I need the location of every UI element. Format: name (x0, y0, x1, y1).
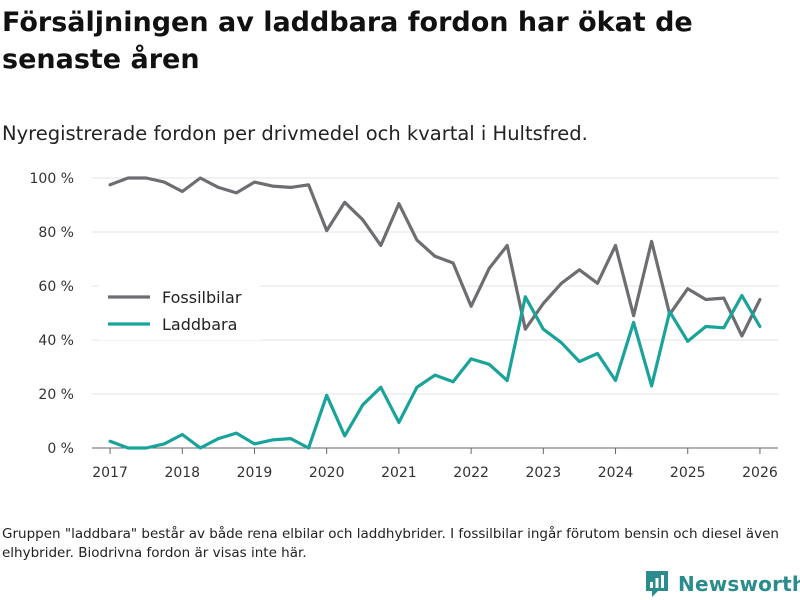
x-tick-label: 2020 (309, 465, 345, 481)
chart-title: Försäljningen av laddbara fordon har öka… (2, 7, 693, 75)
x-tick-label: 2018 (164, 465, 200, 481)
newsworthy-wordmark: Newsworthy (678, 572, 800, 596)
y-tick-label: 100 % (30, 171, 74, 187)
x-tick-label: 2025 (670, 465, 706, 481)
y-tick-label: 40 % (38, 333, 74, 349)
y-tick-label: 0 % (47, 441, 74, 457)
series-line-laddbara (108, 293, 762, 450)
legend-label-laddbara: Laddbara (162, 315, 237, 334)
legend-background (98, 278, 260, 340)
chart-subtitle: Nyregistrerade fordon per drivmedel och … (2, 122, 588, 145)
series-line-fossilbilar (108, 176, 762, 338)
y-tick-label: 20 % (38, 387, 74, 403)
x-tick-label: 2023 (525, 465, 561, 481)
newsworthy-logo-icon (646, 571, 668, 597)
footnote: Gruppen "laddbara" består av både rena e… (2, 526, 779, 561)
x-tick-label: 2019 (237, 465, 273, 481)
x-tick-label: 2021 (381, 465, 417, 481)
series-lines (108, 176, 762, 450)
axes: 0 % 20 % 40 % 60 % 80 % 100 % 2017 2018 2019 2020… (30, 171, 778, 481)
x-tick-label: 2026 (742, 465, 778, 481)
newsworthy-logo: Newsworthy (644, 568, 800, 600)
legend-label-fossilbilar: Fossilbilar (162, 288, 242, 307)
x-tick-label: 2024 (598, 465, 634, 481)
x-tick-label: 2022 (453, 465, 489, 481)
legend: Fossilbilar Laddbara (98, 278, 260, 340)
y-tick-label: 80 % (38, 225, 74, 241)
y-tick-label: 60 % (38, 279, 74, 295)
line-chart: 0 % 20 % 40 % 60 % 80 % 100 % 2017 2018 2019 2020… (30, 171, 778, 481)
x-tick-label: 2017 (92, 465, 128, 481)
